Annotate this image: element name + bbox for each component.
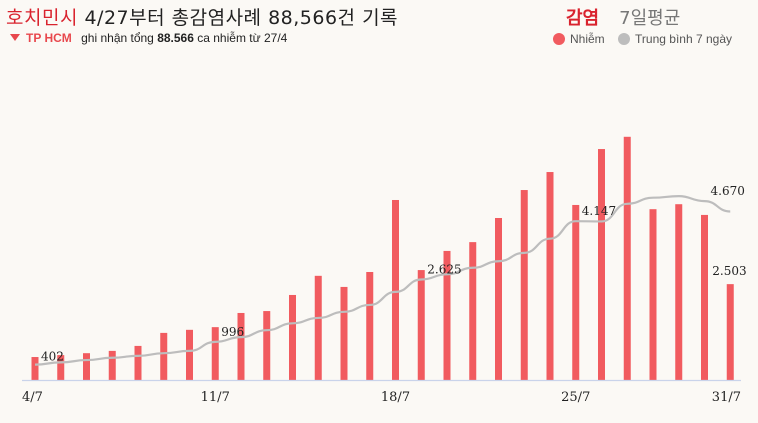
bar[interactable] (211, 327, 219, 380)
bar[interactable] (546, 172, 554, 380)
data-label: 2.503 (712, 264, 746, 278)
bar[interactable] (31, 357, 39, 380)
bar[interactable] (675, 204, 683, 380)
legend-title-cases: 감염 (566, 8, 600, 29)
bar[interactable] (623, 136, 631, 380)
bar[interactable] (701, 214, 708, 380)
bar[interactable] (726, 284, 734, 380)
bar[interactable] (340, 286, 348, 380)
title-city: 호치민시 (6, 7, 78, 29)
bar[interactable] (134, 345, 142, 380)
bar-series (31, 136, 734, 380)
x-tick-label: 11/7 (201, 390, 230, 405)
bar[interactable] (417, 270, 425, 380)
x-axis-ticks: 4/7 11/7 18/7 25/7 31/7 (22, 390, 741, 405)
subtitle-value: 88.566 (157, 31, 194, 45)
bar[interactable] (186, 329, 193, 380)
legend-title-avg: 7일평균 (619, 8, 681, 29)
title-text: 4/27부터 총감염사례 88,566건 기록 (84, 7, 399, 29)
data-label: 4.147 (582, 204, 616, 218)
subtitle-pre: ghi nhận tổng (81, 31, 154, 45)
bar[interactable] (289, 294, 296, 380)
bar[interactable] (314, 275, 322, 380)
triangle-down-icon (10, 34, 20, 41)
x-tick-label: 18/7 (381, 390, 410, 405)
bar[interactable] (520, 190, 528, 380)
average-line (34, 195, 731, 366)
bar[interactable] (598, 149, 605, 380)
bar[interactable] (160, 332, 168, 380)
subtitle-location: TP HCM (26, 31, 72, 45)
chart-subtitle: TP HCM ghi nhận tổng 88.566 ca nhiễm từ … (10, 31, 287, 45)
x-tick-label: 31/7 (712, 390, 741, 405)
chart-title: 호치민시 4/27부터 총감염사례 88,566건 기록 (6, 3, 398, 30)
bar[interactable] (237, 312, 245, 380)
legend: Nhiễm Trung bình 7 ngày (553, 32, 742, 46)
data-label: 4.670 (711, 184, 745, 198)
bar[interactable] (263, 311, 271, 380)
legend-title: 감염 7일평균 (566, 4, 680, 30)
data-label: 996 (221, 325, 244, 339)
bar[interactable] (366, 271, 374, 380)
subtitle-post: ca nhiễm từ 27/4 (197, 31, 288, 45)
data-label: 402 (41, 350, 64, 364)
data-label: 2.625 (427, 262, 461, 276)
bar[interactable] (108, 350, 116, 380)
annotations: 402 996 2.625 4.147 4.670 2.503 (41, 184, 747, 363)
legend-item-average[interactable]: Trung bình 7 ngày (618, 32, 732, 46)
bar[interactable] (649, 209, 657, 380)
bar[interactable] (572, 204, 580, 380)
bar[interactable] (83, 353, 90, 380)
red-dot-icon (553, 33, 565, 45)
bar[interactable] (392, 199, 399, 380)
bar[interactable] (443, 250, 451, 380)
bar[interactable] (495, 217, 502, 380)
bar[interactable] (469, 242, 477, 380)
x-tick-label: 25/7 (561, 390, 590, 405)
bar[interactable] (57, 355, 65, 380)
gray-dot-icon (618, 33, 631, 45)
legend-item-cases[interactable]: Nhiễm (553, 32, 605, 46)
x-tick-label: 4/7 (22, 390, 43, 405)
